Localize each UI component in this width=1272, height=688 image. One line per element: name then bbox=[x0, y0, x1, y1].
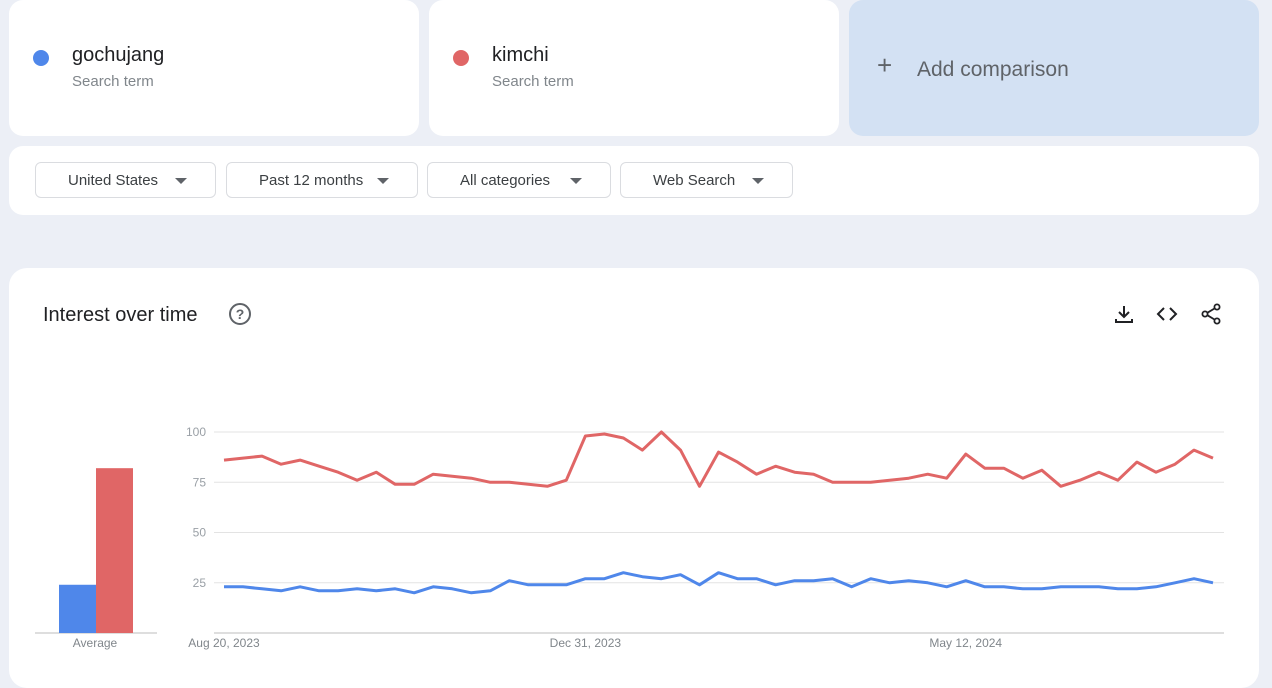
share-icon[interactable] bbox=[1199, 302, 1223, 326]
term-name[interactable]: kimchi bbox=[492, 44, 549, 67]
filter-region[interactable]: United States bbox=[35, 162, 216, 198]
embed-code-icon[interactable] bbox=[1155, 302, 1179, 326]
add-comparison-label: Add comparison bbox=[917, 58, 1069, 82]
filter-time-range[interactable]: Past 12 months bbox=[226, 162, 418, 198]
filter-label: Web Search bbox=[653, 172, 735, 189]
caret-down-icon bbox=[752, 178, 764, 184]
filter-label: United States bbox=[68, 172, 158, 189]
term-type: Search term bbox=[72, 73, 154, 90]
filter-label: All categories bbox=[460, 172, 550, 189]
plus-icon: + bbox=[877, 52, 892, 78]
caret-down-icon bbox=[570, 178, 582, 184]
term-card-kimchi[interactable]: kimchi Search term bbox=[429, 0, 839, 136]
term-color-dot bbox=[453, 50, 469, 66]
term-color-dot bbox=[33, 50, 49, 66]
interest-over-time-card: Interest over time ? bbox=[9, 268, 1259, 688]
term-type: Search term bbox=[492, 73, 574, 90]
filter-search-type[interactable]: Web Search bbox=[620, 162, 793, 198]
term-card-gochujang[interactable]: gochujang Search term bbox=[9, 0, 419, 136]
add-comparison-button[interactable]: + Add comparison bbox=[849, 0, 1259, 136]
caret-down-icon bbox=[175, 178, 187, 184]
filter-bar: United States Past 12 months All categor… bbox=[9, 146, 1259, 215]
caret-down-icon bbox=[377, 178, 389, 184]
filter-category[interactable]: All categories bbox=[427, 162, 611, 198]
term-name[interactable]: gochujang bbox=[72, 44, 164, 67]
download-icon[interactable] bbox=[1112, 302, 1136, 326]
chart-title: Interest over time bbox=[43, 304, 198, 327]
help-icon[interactable]: ? bbox=[229, 303, 251, 325]
filter-label: Past 12 months bbox=[259, 172, 363, 189]
